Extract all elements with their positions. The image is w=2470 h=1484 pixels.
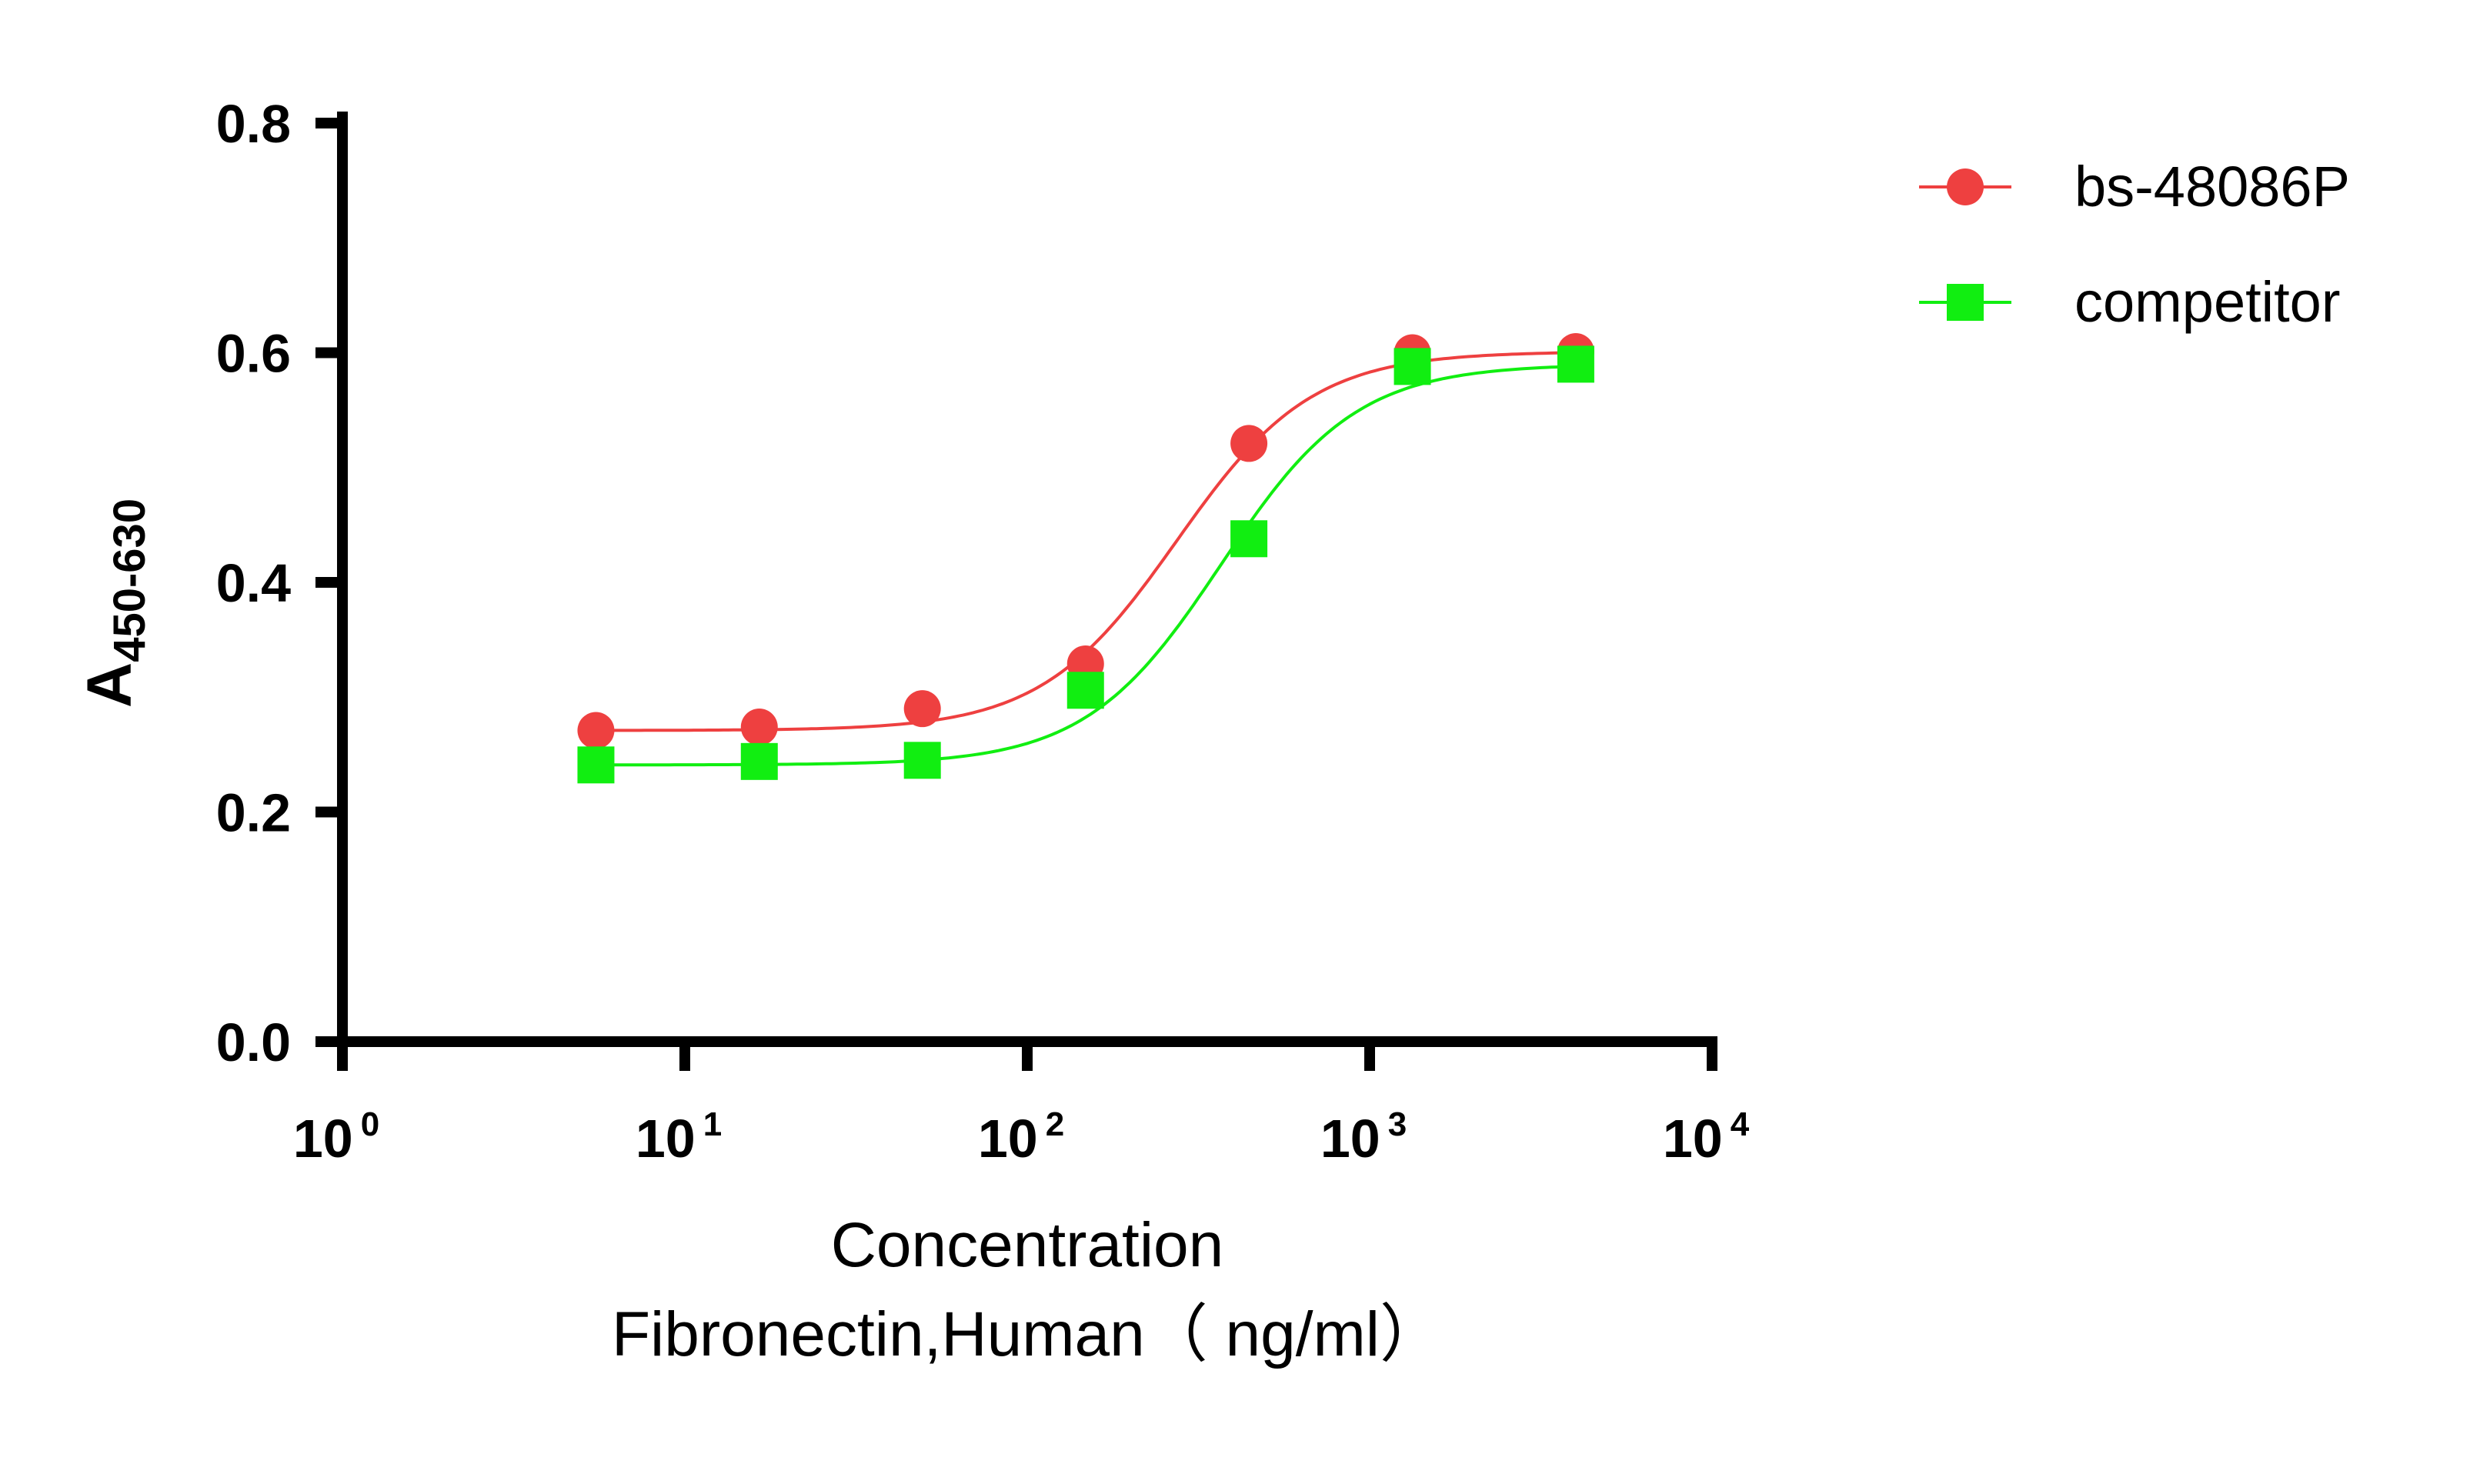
legend-marker-circle xyxy=(1947,168,1984,205)
x-tick-label: 10 2 xyxy=(978,1105,1064,1169)
data-point-circle xyxy=(1230,425,1268,462)
x-tick-exponent: 0 xyxy=(361,1105,379,1143)
data-point-square xyxy=(577,746,615,784)
data-point-square xyxy=(740,742,778,780)
x-tick-base: 10 xyxy=(1663,1109,1723,1169)
y-tick-label: 0.2 xyxy=(216,783,291,843)
svg-text:A450-630: A450-630 xyxy=(75,499,155,708)
data-point-circle xyxy=(577,712,615,749)
y-tick-label: 0.4 xyxy=(216,553,291,613)
data-point-square xyxy=(1230,520,1268,558)
x-tick-label: 10 1 xyxy=(636,1105,722,1169)
x-tick-exponent: 2 xyxy=(1046,1105,1064,1143)
data-point-square xyxy=(1394,348,1431,385)
y-tick-label: 0.8 xyxy=(216,94,291,154)
legend-label-2: competitor xyxy=(2074,270,2340,334)
legend-marker-square xyxy=(1947,284,1984,321)
y-tick-label: 0.0 xyxy=(216,1012,291,1072)
x-tick-label: 10 4 xyxy=(1663,1105,1750,1169)
x-tick-label: 10 3 xyxy=(1320,1105,1407,1169)
x-tick-exponent: 3 xyxy=(1388,1105,1407,1143)
legend-label-1: bs-48086P xyxy=(2074,155,2350,218)
x-tick-base: 10 xyxy=(636,1109,696,1169)
y-axis-title-main: A xyxy=(75,662,145,708)
x-tick-base: 10 xyxy=(293,1109,353,1169)
x-tick-label: 10 0 xyxy=(293,1105,379,1169)
data-point-square xyxy=(1066,672,1104,709)
axes xyxy=(337,112,1717,1047)
y-axis-title: A450-630 xyxy=(75,499,155,708)
x-tick-exponent: 4 xyxy=(1731,1105,1750,1143)
x-tick-exponent: 1 xyxy=(703,1105,722,1143)
x-axis-title-line-1: Concentration xyxy=(831,1210,1224,1280)
x-axis-title-line-2: Fibronectin,Human（ ng/ml） xyxy=(612,1299,1443,1369)
x-tick-base: 10 xyxy=(1320,1109,1380,1169)
data-markers xyxy=(577,333,1594,784)
axis-ticks: 0.00.20.40.60.810 0 10 1 10 2 10 3 10 4 xyxy=(216,94,1750,1169)
data-point-circle xyxy=(903,690,941,728)
data-point-square xyxy=(1557,345,1594,383)
legend: bs-48086P competitor xyxy=(1919,155,2350,334)
data-point-square xyxy=(903,742,941,779)
y-tick-label: 0.6 xyxy=(216,324,291,384)
data-point-circle xyxy=(740,709,778,746)
y-axis-title-sub: 450-630 xyxy=(105,499,155,662)
x-tick-base: 10 xyxy=(978,1109,1038,1169)
